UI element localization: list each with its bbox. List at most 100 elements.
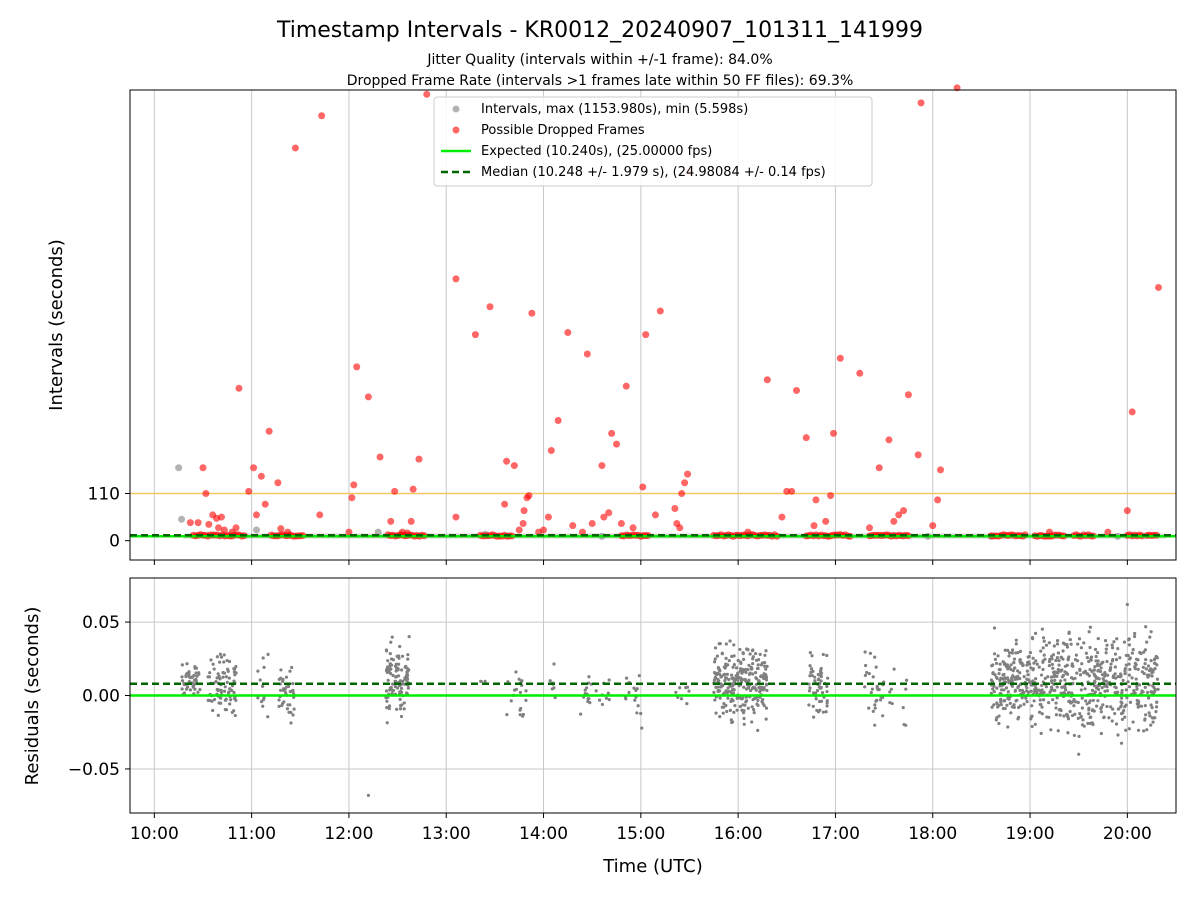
residual-point bbox=[1063, 691, 1067, 696]
residual-point bbox=[1039, 673, 1044, 677]
residual-point bbox=[995, 716, 999, 720]
residual-point bbox=[738, 647, 742, 652]
residual-point bbox=[1034, 677, 1038, 681]
residual-point bbox=[813, 679, 817, 683]
residual-point bbox=[724, 642, 728, 646]
residual-point bbox=[1059, 669, 1063, 673]
ytick-label-0: 0 bbox=[109, 532, 120, 552]
residual-point bbox=[1079, 646, 1083, 650]
dropped-point-63 bbox=[600, 513, 608, 521]
residual-point bbox=[904, 687, 908, 691]
residual-point bbox=[1137, 683, 1142, 687]
dropped-point-39 bbox=[452, 513, 460, 521]
residual-point bbox=[1116, 733, 1120, 737]
residual-point bbox=[1030, 724, 1034, 729]
residual-point bbox=[1147, 673, 1151, 677]
residual-point bbox=[1076, 642, 1080, 646]
residual-point bbox=[1078, 673, 1083, 677]
residual-point bbox=[188, 688, 193, 692]
dropped-point-88 bbox=[810, 522, 818, 530]
dropped-point-50 bbox=[525, 492, 533, 500]
residual-point bbox=[1105, 659, 1109, 664]
dropped-point-27 bbox=[350, 481, 358, 489]
residual-point bbox=[729, 673, 734, 677]
residual-point bbox=[1037, 688, 1041, 692]
residual-point bbox=[288, 689, 292, 694]
residual-point bbox=[764, 678, 769, 682]
residual-point bbox=[1079, 714, 1083, 719]
residual-point bbox=[281, 688, 286, 693]
residual-point bbox=[1075, 671, 1079, 675]
dropped-point-111 bbox=[1128, 408, 1136, 416]
residual-point bbox=[1136, 728, 1141, 732]
residual-point bbox=[286, 684, 291, 689]
residual-point bbox=[1080, 696, 1084, 700]
residual-point bbox=[1024, 689, 1029, 693]
residual-point bbox=[1026, 655, 1030, 659]
residual-point bbox=[730, 654, 734, 659]
residual-point bbox=[216, 713, 220, 718]
residual-point bbox=[1041, 698, 1046, 702]
residual-point bbox=[754, 658, 759, 662]
residual-point bbox=[1141, 690, 1145, 694]
residual-point bbox=[386, 659, 390, 663]
residual-point bbox=[873, 703, 877, 707]
residual-point bbox=[224, 708, 229, 712]
residual-point bbox=[1018, 658, 1022, 662]
residual-point bbox=[1029, 717, 1033, 721]
residuals-panel: −0.05 0.00 0.05 10:00 11:00 12:00 13:00 14:00 15… bbox=[68, 577, 1177, 844]
residual-point bbox=[1006, 725, 1010, 729]
residual-point bbox=[223, 685, 227, 689]
dropped-point-106 bbox=[937, 466, 945, 474]
residual-point bbox=[1012, 660, 1016, 665]
residual-point bbox=[763, 653, 767, 657]
residual-point bbox=[809, 667, 814, 671]
residual-point bbox=[1052, 644, 1056, 648]
residual-point bbox=[1089, 655, 1094, 659]
residual-point bbox=[1087, 700, 1091, 705]
residual-point bbox=[743, 703, 747, 707]
residual-point bbox=[403, 676, 407, 680]
residual-point bbox=[1035, 662, 1039, 666]
residual-point bbox=[1096, 669, 1100, 673]
residual-point bbox=[398, 697, 402, 701]
residual-point bbox=[764, 649, 768, 653]
residual-point bbox=[1028, 680, 1032, 684]
dropped-point-59 bbox=[578, 528, 586, 536]
residual-point bbox=[228, 702, 232, 706]
residual-point bbox=[999, 676, 1004, 681]
residual-point bbox=[718, 696, 722, 700]
dropped-point-36 bbox=[409, 485, 417, 493]
residual-point bbox=[514, 670, 518, 674]
residual-point bbox=[1084, 651, 1088, 655]
residual-point bbox=[1055, 642, 1060, 646]
residual-point bbox=[218, 660, 222, 664]
residual-point bbox=[211, 662, 215, 666]
residual-point bbox=[1128, 700, 1133, 704]
residual-point bbox=[1072, 733, 1077, 738]
residual-point bbox=[1039, 702, 1043, 707]
residual-point bbox=[1016, 685, 1020, 690]
dropped-point-99 bbox=[895, 511, 903, 519]
residual-point bbox=[218, 677, 222, 681]
residual-point bbox=[1018, 676, 1022, 681]
residual-point bbox=[999, 688, 1004, 692]
dropped-point-64 bbox=[605, 509, 613, 517]
residual-point bbox=[1113, 685, 1117, 689]
residual-point bbox=[1006, 690, 1010, 694]
residual-point bbox=[519, 706, 523, 711]
dropped-point-56 bbox=[554, 417, 562, 425]
dropped-point-1 bbox=[194, 519, 202, 527]
residual-point bbox=[1122, 708, 1126, 713]
residual-point bbox=[731, 681, 735, 686]
residual-point bbox=[1006, 667, 1010, 671]
residual-point bbox=[387, 669, 391, 674]
residual-point bbox=[864, 663, 868, 668]
residual-point bbox=[997, 667, 1001, 672]
residual-point bbox=[1149, 630, 1153, 634]
residual-point bbox=[1124, 663, 1128, 667]
residual-point bbox=[869, 691, 873, 695]
residual-point bbox=[604, 696, 608, 700]
residual-point bbox=[998, 662, 1002, 666]
